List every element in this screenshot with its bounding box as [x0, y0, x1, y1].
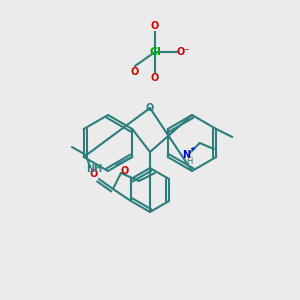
Text: O⁻: O⁻: [176, 47, 190, 57]
Text: H: H: [187, 158, 193, 166]
Text: O: O: [146, 103, 154, 113]
Text: N: N: [182, 150, 190, 160]
Text: +: +: [189, 146, 195, 152]
Text: O: O: [131, 67, 139, 77]
Text: Cl: Cl: [149, 47, 161, 57]
Text: NH: NH: [86, 164, 102, 174]
Text: O: O: [90, 169, 98, 179]
Text: O: O: [121, 166, 129, 176]
Text: O: O: [151, 21, 159, 31]
Text: O: O: [151, 73, 159, 83]
